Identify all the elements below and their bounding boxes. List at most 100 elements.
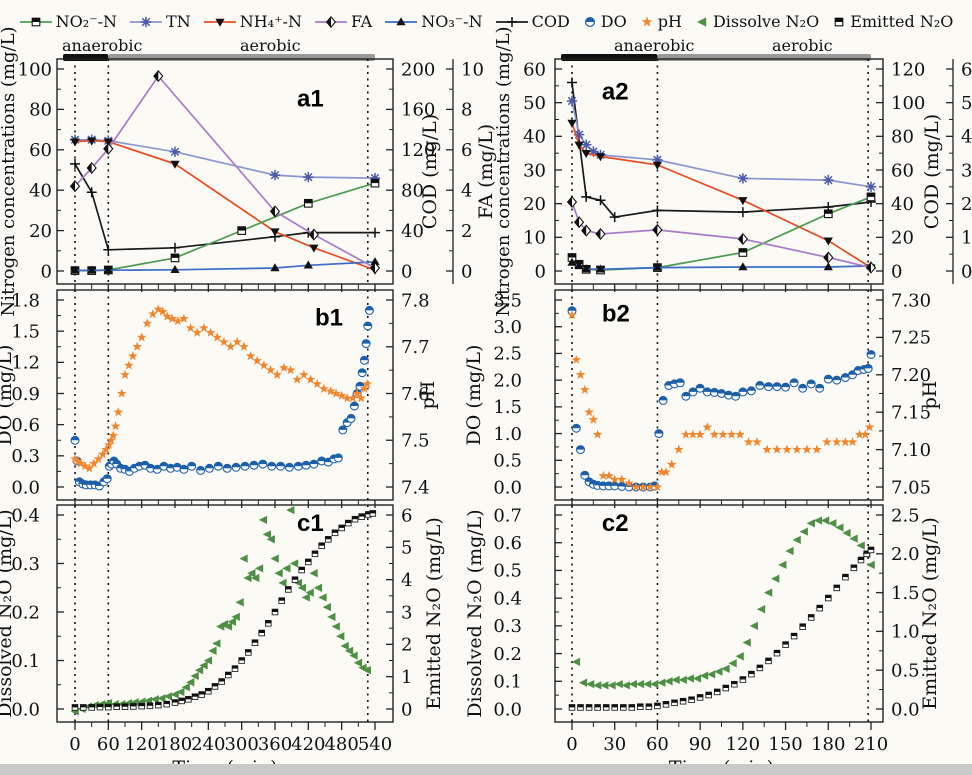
legend-marker-tridown-icon — [203, 18, 236, 27]
left-tick-label: 0.1 — [493, 672, 522, 693]
left-tick-label: 0.6 — [11, 415, 40, 436]
right-tick-label: 0.5 — [891, 661, 920, 682]
right-tick-label: 0 — [461, 261, 472, 282]
right-tick-label: 80 — [891, 127, 914, 148]
legend-marker-plus-icon — [495, 16, 528, 27]
left-axis-title: Dissolved N₂O (mg/L) — [0, 509, 16, 717]
phase-label-aerobic-left: aerobic — [240, 36, 301, 55]
panel-label-b1: b1 — [315, 305, 343, 332]
panel-b2: 0.0 0.5 1.0 1.5 2.0 2.5 3.0 3.5 DO (mg/L) 7.05 7.1… — [463, 289, 941, 508]
legend-marker-diamond-icon — [314, 15, 347, 28]
left-tick-label: 50 — [523, 93, 546, 114]
legend-item-2: NH₄⁺-N — [203, 12, 302, 31]
panel-label-c2: c2 — [602, 510, 629, 537]
panel-label-a1: a1 — [297, 85, 324, 112]
series-NO3-N — [70, 257, 380, 274]
right-tick-label: 4 — [961, 127, 972, 148]
right-tick-label: 2.5 — [891, 505, 920, 526]
right-axis-title: Emitted N₂O (mg/L) — [919, 517, 941, 710]
left-tick-label: 0.5 — [493, 451, 522, 472]
legend-label: Dissolve N₂O — [712, 12, 820, 31]
series-FA — [69, 70, 381, 275]
left-tick-label: 0.7 — [493, 505, 522, 526]
phase-bar-anaerobic — [63, 54, 109, 61]
right-tick-label: 7.7 — [401, 337, 430, 358]
left-tick-label: 0.3 — [11, 446, 40, 467]
legend-item-9: Emitted N₂O — [831, 12, 953, 31]
left-tick-label: 0.9 — [11, 384, 40, 405]
phase-label-aerobic-right: aerobic — [772, 36, 833, 55]
legend-label: NO₃⁻-N — [421, 12, 483, 31]
left-tick-label: 2.5 — [493, 344, 522, 365]
right-tick-label: 10 — [461, 59, 484, 80]
phase-label-anaerobic-left: anaerobic — [62, 36, 143, 55]
series-emitted-N2O — [568, 546, 875, 711]
panel-c2: 0.0 0.1 0.2 0.3 0.4 0.5 0.6 0.7 Dissolved N₂O (m… — [464, 504, 941, 775]
series-dissolved-N2O — [70, 505, 371, 716]
left-axis-title: DO (mg/L) — [0, 345, 16, 446]
legend-marker-star-icon — [641, 15, 653, 27]
right-tick-label: 1 — [401, 667, 412, 688]
right-axis-title: COD (mg/L) — [921, 114, 943, 229]
right-tick-label: 3 — [961, 160, 972, 181]
panel-b1: 0.0 0.3 0.6 0.9 1.2 1.5 1.8 DO (mg/L) 7.4 7.5 7.6 7… — [0, 289, 439, 508]
left-tick-label: 60 — [523, 59, 546, 80]
x-tick-label: 150 — [768, 734, 802, 755]
series-FA — [566, 195, 877, 274]
left-tick-label: 0.6 — [493, 533, 522, 554]
series-COD — [70, 158, 380, 255]
legend-marker-halfcircle-icon — [584, 16, 595, 27]
series-NO2-N — [70, 178, 380, 275]
x-tick-label: 60 — [646, 734, 669, 755]
right-tick-label: 160 — [401, 100, 435, 121]
right-tick-label: 1.0 — [891, 622, 920, 643]
legend-label: NO₂⁻-N — [55, 12, 118, 31]
right-axis-title: FA (mg/L) — [475, 124, 497, 219]
panel-label-c1: c1 — [297, 510, 324, 537]
right-tick-label: 7.20 — [891, 365, 931, 386]
legend-item-6: DO — [582, 12, 627, 31]
left-tick-label: 1.8 — [11, 290, 40, 311]
right-tick-label: 7.4 — [401, 477, 430, 498]
right-tick-label: 6 — [961, 59, 972, 80]
left-tick-label: 80 — [29, 100, 52, 121]
right-tick-label: 4 — [461, 181, 472, 202]
series-dissolved-N2O — [571, 516, 875, 690]
right-axis-title: Emitted N₂O (mg/L) — [423, 517, 445, 710]
x-tick-label: 30 — [603, 734, 626, 755]
right-tick-label: 40 — [401, 221, 424, 242]
panel-label-a2: a2 — [602, 79, 629, 106]
legend-marker-halfsquare-icon — [834, 17, 844, 26]
right-tick-label: 8 — [461, 100, 472, 121]
series-pH — [567, 309, 875, 492]
right-tick-label: 0 — [401, 699, 412, 720]
right-tick-label: 0 — [891, 261, 902, 282]
x-tick-label: 300 — [224, 734, 258, 755]
right-tick-label: 7.6 — [401, 384, 430, 405]
legend-marker-asterisk-icon — [130, 16, 163, 27]
right-tick-label: 80 — [401, 181, 424, 202]
left-tick-label: 30 — [523, 160, 546, 181]
legend-label: NH₄⁺-N — [239, 12, 302, 31]
x-tick-label: 60 — [97, 734, 120, 755]
phase-label-anaerobic-right: anaerobic — [614, 36, 695, 55]
x-tick-label: 360 — [258, 734, 292, 755]
legend-label: FA — [350, 12, 373, 31]
x-tick-label: 90 — [689, 734, 712, 755]
legend-item-3: FA — [314, 12, 372, 31]
x-tick-label: 180 — [158, 734, 192, 755]
right-tick-label: 7.5 — [401, 431, 430, 452]
left-tick-label: 0.0 — [493, 699, 522, 720]
legend-label: TN — [166, 12, 191, 31]
legend-item-4: NO₃⁻-N — [384, 12, 483, 31]
legend-item-1: TN — [129, 12, 191, 31]
series-NH4-N — [70, 137, 380, 275]
left-tick-label: 10 — [523, 228, 546, 249]
x-tick-label: 480 — [324, 734, 358, 755]
legend-item-0: NO₂⁻-N — [19, 12, 117, 31]
legend-label: COD — [531, 12, 570, 31]
left-tick-label: 1.5 — [11, 321, 40, 342]
legend-marker-halfsquare-icon — [19, 17, 52, 26]
